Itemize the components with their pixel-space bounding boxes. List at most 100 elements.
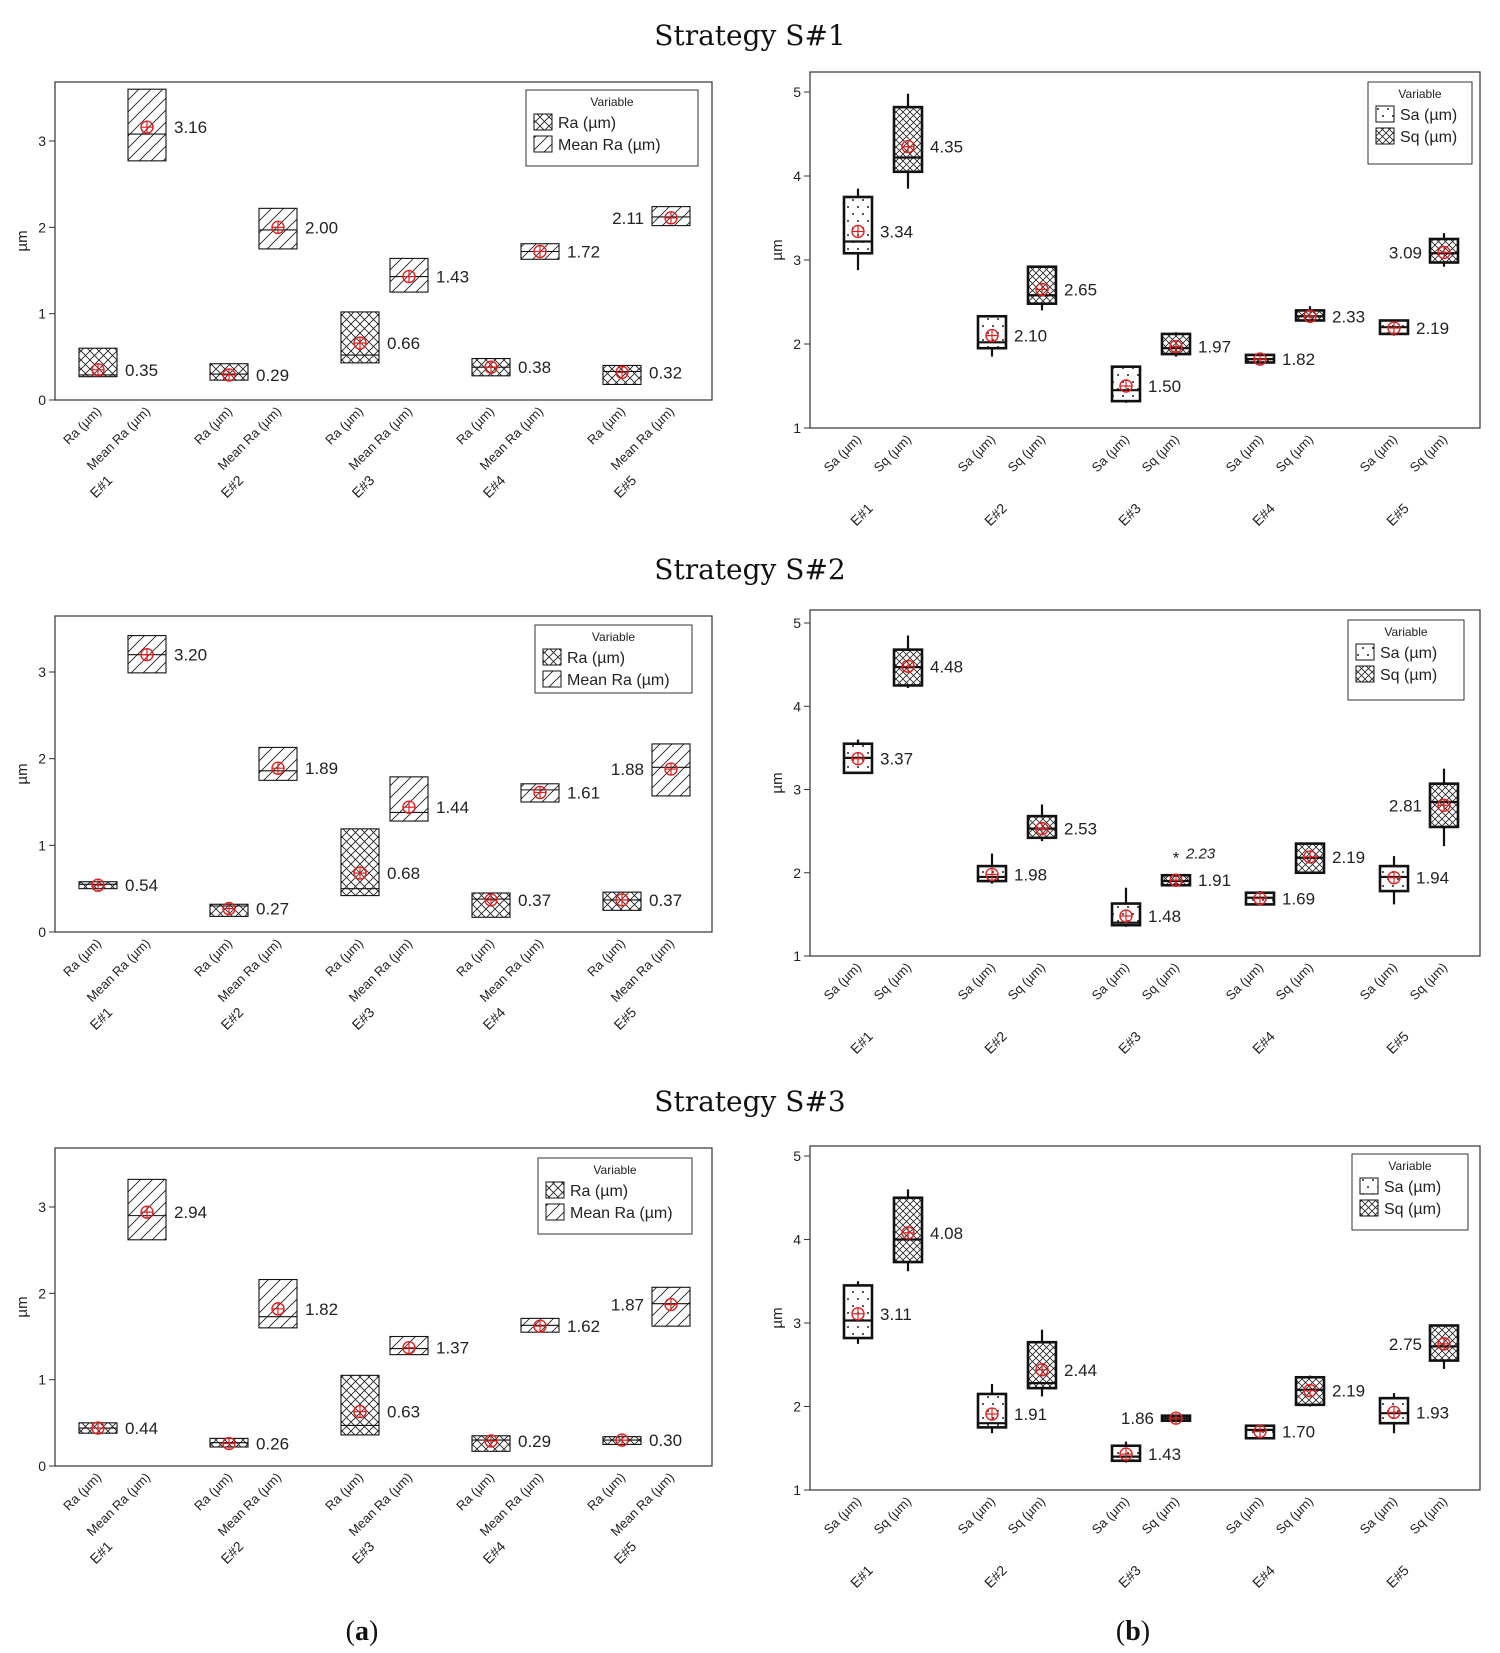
box bbox=[340, 828, 380, 897]
data-label: 1.43 bbox=[1148, 1445, 1181, 1464]
data-label: 1.97 bbox=[1198, 338, 1231, 357]
y-tick-label: 1 bbox=[38, 306, 46, 322]
data-label: 1.82 bbox=[305, 1300, 338, 1319]
group-label: E#2 bbox=[217, 472, 246, 501]
legend-box bbox=[1367, 81, 1473, 165]
data-label: 1.88 bbox=[611, 760, 644, 779]
y-axis-label: µm bbox=[14, 763, 31, 784]
y-tick-label: 2 bbox=[793, 865, 801, 881]
category-label: Sa (µm) bbox=[1089, 1494, 1132, 1537]
data-label: 0.38 bbox=[518, 358, 551, 377]
plot-frame bbox=[54, 81, 713, 401]
box bbox=[1378, 864, 1410, 893]
category-label: Sq (µm) bbox=[1005, 432, 1048, 475]
plot-frame bbox=[809, 71, 1481, 429]
y-tick-label: 0 bbox=[38, 1458, 46, 1474]
box bbox=[389, 776, 429, 822]
category-label: Ra (µm) bbox=[191, 404, 235, 448]
legend-swatch bbox=[1359, 1177, 1379, 1195]
y-tick-label: 3 bbox=[38, 664, 46, 680]
caption-a: (a) bbox=[346, 1616, 379, 1647]
y-tick-label: 3 bbox=[38, 1199, 46, 1215]
data-label: 1.94 bbox=[1416, 869, 1449, 888]
group-label: E#3 bbox=[348, 1004, 377, 1033]
legend-entry: Sa (µm) bbox=[1400, 107, 1457, 124]
data-label: 3.16 bbox=[174, 118, 207, 137]
group-label: E#1 bbox=[86, 1004, 115, 1033]
strategy-title-s3: Strategy S#3 bbox=[654, 1085, 845, 1118]
group-label: E#4 bbox=[1249, 1028, 1278, 1057]
group-label: E#4 bbox=[479, 1004, 508, 1033]
category-label: Sa (µm) bbox=[955, 1494, 998, 1537]
group-label: E#3 bbox=[348, 1538, 377, 1567]
legend-title: Variable bbox=[1388, 1159, 1431, 1173]
legend-entry: Mean Ra (µm) bbox=[558, 137, 661, 154]
legend-title: Variable bbox=[1384, 625, 1427, 639]
data-label: 0.29 bbox=[518, 1432, 551, 1451]
y-tick-label: 5 bbox=[793, 84, 801, 100]
group-label: E#2 bbox=[217, 1004, 246, 1033]
data-label: 2.10 bbox=[1014, 327, 1047, 346]
data-label: 2.75 bbox=[1389, 1335, 1422, 1354]
category-label: Sq (µm) bbox=[1407, 1494, 1450, 1537]
category-label: Sq (µm) bbox=[1407, 432, 1450, 475]
legend-title: Variable bbox=[1398, 87, 1441, 101]
group-label: E#1 bbox=[86, 472, 115, 501]
data-label: 1.91 bbox=[1198, 871, 1231, 890]
legend-entry: Ra (µm) bbox=[570, 1183, 628, 1200]
group-label: E#3 bbox=[1115, 1562, 1144, 1591]
plot-frame bbox=[809, 1145, 1481, 1491]
category-label: Ra (µm) bbox=[453, 1470, 497, 1514]
legend-title: Variable bbox=[592, 630, 635, 644]
group-label: E#5 bbox=[1383, 1028, 1412, 1057]
y-tick-label: 2 bbox=[38, 1285, 46, 1301]
legend-entry: Ra (µm) bbox=[567, 650, 625, 667]
category-label: Sq (µm) bbox=[871, 432, 914, 475]
y-axis-label: µm bbox=[14, 230, 31, 251]
caption-a-letter: a bbox=[355, 1616, 369, 1647]
legend-swatch bbox=[545, 1181, 565, 1199]
caption-b: (b) bbox=[1116, 1616, 1150, 1647]
legend-entry: Sq (µm) bbox=[1400, 129, 1457, 146]
data-label: 0.66 bbox=[387, 334, 420, 353]
group-label: E#3 bbox=[1115, 1028, 1144, 1057]
group-label: E#2 bbox=[981, 1562, 1010, 1591]
group-label: E#2 bbox=[217, 1538, 246, 1567]
data-label: 2.53 bbox=[1064, 820, 1097, 839]
y-tick-label: 2 bbox=[38, 751, 46, 767]
group-label: E#5 bbox=[610, 472, 639, 501]
category-label: Sq (µm) bbox=[1139, 960, 1182, 1003]
box bbox=[842, 1284, 874, 1340]
legend-swatch bbox=[545, 1203, 565, 1221]
data-label: 0.44 bbox=[125, 1419, 158, 1438]
data-label: 1.91 bbox=[1014, 1405, 1047, 1424]
data-label: 0.26 bbox=[256, 1435, 289, 1454]
chart-2: 1 2 3 4 5 µm 3.34 Sa (µm) 4.35 Sq (µm) 2.10 Sa (µm)… bbox=[769, 71, 1481, 529]
data-label: 2.94 bbox=[174, 1203, 207, 1222]
legend-swatch bbox=[1375, 127, 1395, 145]
data-label: 0.37 bbox=[518, 891, 551, 910]
y-tick-label: 4 bbox=[793, 1232, 801, 1248]
group-label: E#4 bbox=[1249, 500, 1278, 529]
category-label: Sa (µm) bbox=[1223, 1494, 1266, 1537]
y-tick-label: 1 bbox=[793, 1482, 801, 1498]
data-label: 1.72 bbox=[567, 243, 600, 262]
category-label: Ra (µm) bbox=[60, 936, 104, 980]
legend-box bbox=[525, 89, 699, 167]
data-label: 2.19 bbox=[1332, 848, 1365, 867]
group-label: E#3 bbox=[1115, 500, 1144, 529]
category-label: Sq (µm) bbox=[1273, 960, 1316, 1003]
data-label: 0.30 bbox=[649, 1431, 682, 1450]
category-label: Ra (µm) bbox=[453, 936, 497, 980]
data-label: 0.35 bbox=[125, 361, 158, 380]
group-label: E#5 bbox=[1383, 1562, 1412, 1591]
legend-swatch bbox=[542, 670, 562, 688]
group-label: E#5 bbox=[1383, 500, 1412, 529]
data-label: 2.33 bbox=[1332, 307, 1365, 326]
data-label: 2.65 bbox=[1064, 280, 1097, 299]
legend-entry: Mean Ra (µm) bbox=[570, 1205, 673, 1222]
chart-1: 0 1 2 3 µm 0.35 Ra (µm) 3.16 Mean Ra (µm) 0.29 Ra … bbox=[14, 81, 713, 501]
category-label: Ra (µm) bbox=[322, 1470, 366, 1514]
data-label: 2.19 bbox=[1416, 319, 1449, 338]
